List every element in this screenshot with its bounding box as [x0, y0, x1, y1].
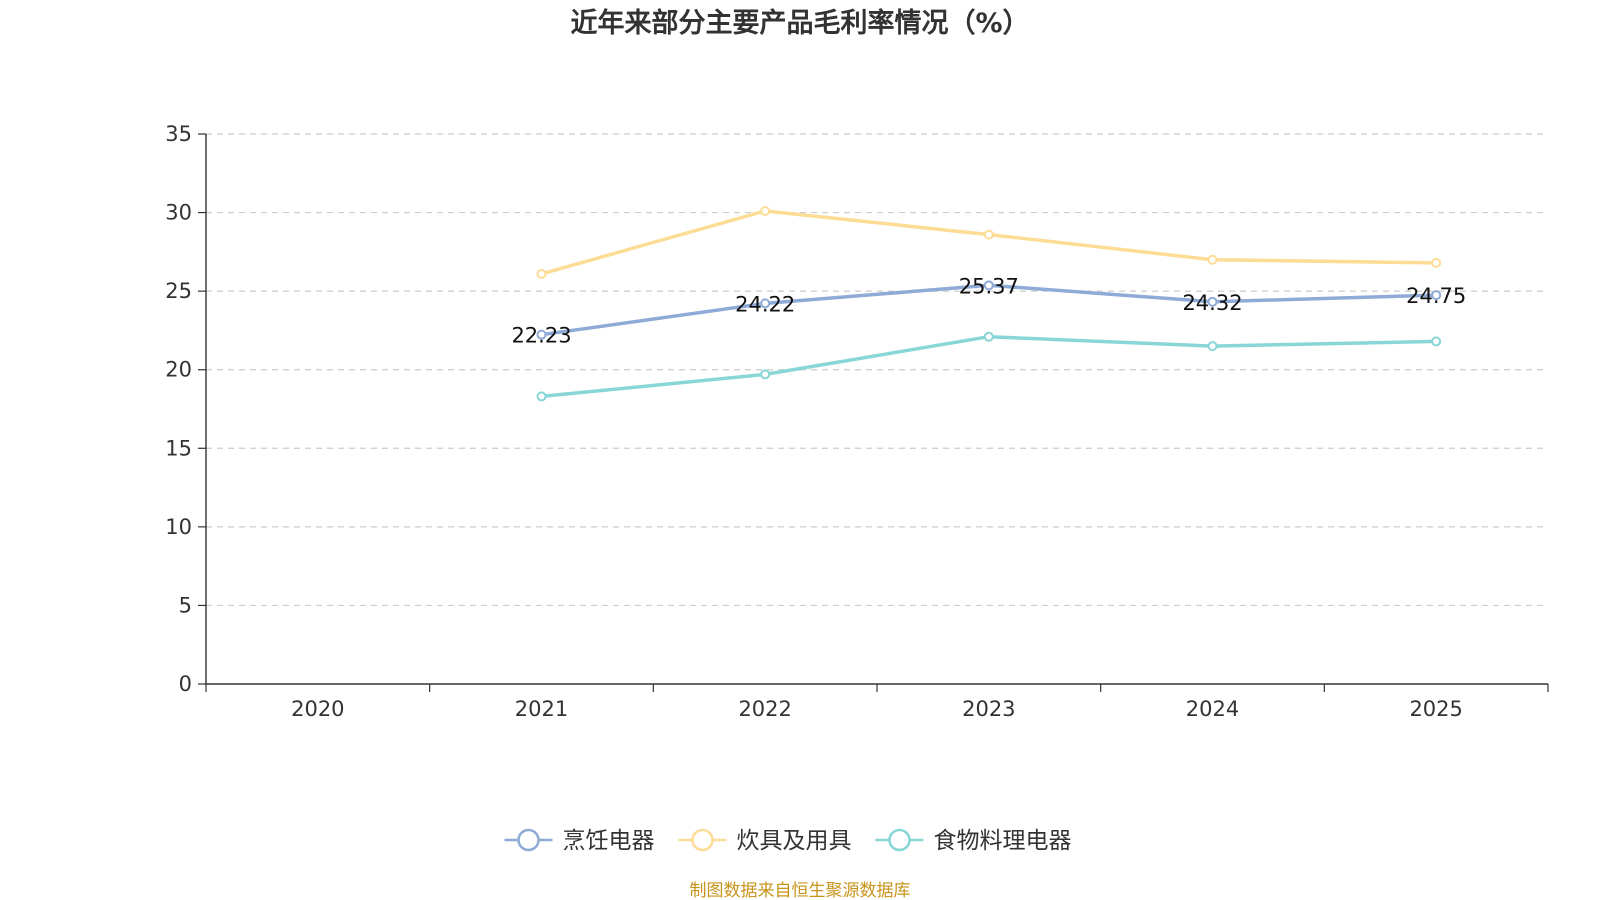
data-point: [983, 229, 994, 240]
y-tick-label: 25: [165, 279, 192, 303]
data-point: [1431, 336, 1442, 347]
series-line-2: [541, 209, 1437, 276]
legend-label: 食物料理电器: [934, 828, 1072, 854]
data-label: 25.37: [959, 274, 1019, 298]
x-tick-label: 2023: [962, 697, 1015, 721]
data-point: [760, 298, 771, 309]
x-tick-label: 2022: [738, 697, 791, 721]
legend[interactable]: 烹饪电器 炊具及用具 食物料理电器: [504, 828, 1072, 854]
data-point: [983, 331, 994, 342]
y-tick-label: 30: [165, 201, 192, 225]
legend-label: 炊具及用具: [737, 828, 852, 854]
data-point: [760, 206, 771, 216]
x-tick-label: 2021: [515, 697, 568, 721]
x-tick-label: 2025: [1409, 697, 1462, 721]
chart-title: 近年来部分主要产品毛利率情况（%）: [570, 7, 1029, 39]
series-line-3: [541, 334, 1437, 399]
data-label: 22.23: [511, 324, 571, 348]
legend-item-2[interactable]: 炊具及用具: [678, 828, 852, 854]
y-tick-label: 10: [165, 515, 192, 539]
legend-item-1[interactable]: 烹饪电器: [504, 828, 655, 854]
data-point: [760, 369, 771, 380]
data-point: [983, 280, 994, 291]
data-point: [1431, 290, 1442, 301]
legend-label: 烹饪电器: [563, 828, 655, 854]
y-tick-label: 0: [179, 672, 192, 696]
source-note: 制图数据来自恒生聚源数据库: [690, 881, 911, 900]
data-point: [1207, 296, 1218, 307]
legend-item-3[interactable]: 食物料理电器: [875, 828, 1072, 854]
data-label: 24.75: [1406, 284, 1466, 308]
legend-swatch-marker: [517, 828, 540, 852]
data-point: [1431, 257, 1442, 268]
y-tick-label: 15: [165, 436, 192, 460]
x-tick-label: 2020: [291, 697, 344, 721]
data-point: [536, 391, 547, 402]
data-labels: 22.23 24.22 25.37 24.32 24.75: [511, 274, 1466, 347]
data-point: [536, 268, 547, 279]
x-tick-label: 2024: [1186, 697, 1239, 721]
y-tick-label: 5: [179, 593, 192, 617]
data-point: [536, 329, 547, 340]
data-point: [1207, 254, 1218, 265]
data-label: 24.22: [735, 292, 795, 316]
legend-swatch-marker: [888, 828, 911, 852]
y-tick-label: 35: [165, 122, 192, 146]
legend-swatch-marker: [691, 828, 714, 852]
y-tick-label: 20: [165, 358, 192, 382]
grid-lines: [206, 133, 1548, 607]
data-point: [1207, 341, 1218, 352]
data-label: 24.32: [1182, 291, 1242, 315]
series-group: [536, 206, 1442, 402]
